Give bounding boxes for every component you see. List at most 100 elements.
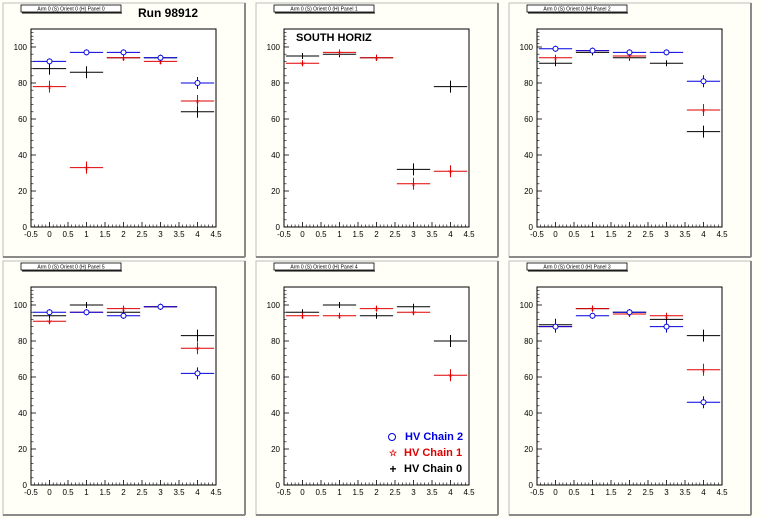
x-tick-label: 2.5 xyxy=(642,230,654,239)
y-tick-label: 60 xyxy=(18,115,27,124)
x-tick-label: 4 xyxy=(195,230,200,239)
y-tick-label: 0 xyxy=(529,481,534,490)
data-point-marker xyxy=(663,49,670,56)
chart-panel-1: Arm 0 (S) Orient 0 (H) Panel 1-0.5 0 0.5 1 1… xyxy=(255,2,499,258)
data-point-marker: ☆ xyxy=(447,372,453,380)
data-point-marker: ☆ xyxy=(83,164,89,172)
x-tick-label: 1 xyxy=(590,488,595,497)
y-tick-label: 100 xyxy=(520,43,534,52)
y-tick-label: 0 xyxy=(529,223,534,232)
open-circle-marker-icon xyxy=(388,433,396,442)
data-point-marker xyxy=(157,303,164,310)
series-hv-chain-0 xyxy=(285,302,468,347)
y-tick-label: 0 xyxy=(276,481,281,490)
x-tick-label: 4.5 xyxy=(210,488,222,497)
y-tick-label: 40 xyxy=(271,151,280,160)
plot-frame xyxy=(283,28,470,228)
y-tick-label: 100 xyxy=(14,301,28,310)
region-label: SOUTH HORIZ xyxy=(296,32,372,44)
y-tick-label: 80 xyxy=(271,337,280,346)
x-tick-label: 2.5 xyxy=(136,488,148,497)
x-tick-label: 2.5 xyxy=(389,230,401,239)
title-box xyxy=(20,4,122,13)
data-point-marker: ☆ xyxy=(663,312,669,320)
x-tick-label: 2.5 xyxy=(642,488,654,497)
x-tick-label: 0.5 xyxy=(62,488,74,497)
chart-title: Arm 0 (S) Orient 0 (H) Panel 4 xyxy=(273,262,375,272)
chart-title: Arm 0 (S) Orient 0 (H) Panel 5 xyxy=(20,262,122,272)
y-tick-label: 20 xyxy=(271,187,280,196)
data-point-marker xyxy=(120,49,127,56)
y-tick-label: 40 xyxy=(18,151,27,160)
data-point-marker xyxy=(120,312,127,319)
x-tick-label: -0.5 xyxy=(24,488,38,497)
chart-panel-4: Arm 0 (S) Orient 0 (H) Panel 4-0.5 0 0.5 1 1… xyxy=(255,260,499,516)
x-tick-label: 3.5 xyxy=(173,488,185,497)
plot-frame xyxy=(536,28,723,228)
x-tick-label: 4.5 xyxy=(463,488,475,497)
x-tick-label: 2 xyxy=(121,230,126,239)
x-tick-label: 1.5 xyxy=(352,230,364,239)
x-tick-label: 1.5 xyxy=(605,488,617,497)
y-tick-label: 20 xyxy=(524,445,533,454)
y-tick-label: 20 xyxy=(524,187,533,196)
x-tick-label: 3 xyxy=(158,488,163,497)
y-tick-label: 60 xyxy=(271,115,280,124)
y-tick-label: 80 xyxy=(271,79,280,88)
x-tick-label: -0.5 xyxy=(530,488,544,497)
data-point-marker: ☆ xyxy=(157,58,163,66)
legend-entry-hv-chain-0: + HV Chain 0 xyxy=(388,463,462,475)
chart-title-text: Arm 0 (S) Orient 0 (H) Panel 4 xyxy=(290,265,357,271)
x-tick-label: 0 xyxy=(47,230,52,239)
x-tick-label: 1 xyxy=(84,488,89,497)
x-tick-label: 4.5 xyxy=(463,230,475,239)
series-hv-chain-2 xyxy=(32,303,215,380)
x-tick-label: 0.5 xyxy=(568,488,580,497)
x-tick-label: 3.5 xyxy=(679,230,691,239)
y-tick-label: 40 xyxy=(271,409,280,418)
data-point-marker: ☆ xyxy=(120,305,126,313)
x-tick-label: 0.5 xyxy=(62,230,74,239)
data-point-marker: ☆ xyxy=(299,312,305,320)
y-tick-label: 60 xyxy=(524,115,533,124)
data-point-marker xyxy=(46,58,53,65)
x-tick-label: 3 xyxy=(411,230,416,239)
data-point-marker xyxy=(194,80,201,86)
chart-title-text: Arm 0 (S) Orient 0 (H) Panel 0 xyxy=(37,7,104,13)
y-tick-label: 0 xyxy=(23,223,28,232)
x-tick-label: 0.5 xyxy=(315,488,327,497)
run-number-label: Run 98912 xyxy=(138,6,199,20)
data-point-marker: ☆ xyxy=(46,83,52,91)
y-tick-label: 100 xyxy=(520,301,534,310)
y-tick-label: 80 xyxy=(524,79,533,88)
x-tick-label: 0 xyxy=(553,230,558,239)
open-star-marker-icon: ☆ xyxy=(388,448,398,459)
x-tick-label: 1 xyxy=(84,230,89,239)
y-tick-label: 60 xyxy=(18,373,27,382)
x-tick-label: 4.5 xyxy=(210,230,222,239)
x-tick-label: 1.5 xyxy=(605,230,617,239)
chart-panel-2: Arm 0 (S) Orient 0 (H) Panel 2-0.5 0 0.5 1 1… xyxy=(508,2,752,258)
chart-title: Arm 0 (S) Orient 0 (H) Panel 2 xyxy=(526,4,628,14)
legend-label: HV Chain 2 xyxy=(405,431,464,443)
title-box xyxy=(273,4,375,13)
x-tick-label: 3 xyxy=(411,488,416,497)
plot-frame xyxy=(283,286,470,486)
chart-panel-5: Arm 0 (S) Orient 0 (H) Panel 3-0.5 0 0.5 1 1… xyxy=(508,260,752,516)
x-tick-label: 3.5 xyxy=(426,488,438,497)
y-tick-label: 60 xyxy=(271,373,280,382)
x-tick-label: 2 xyxy=(374,488,379,497)
x-tick-label: 0 xyxy=(300,230,305,239)
x-tick-label: 4.5 xyxy=(716,488,728,497)
x-tick-label: 2 xyxy=(121,488,126,497)
data-point-marker: ☆ xyxy=(336,312,342,320)
series-hv-chain-2 xyxy=(538,45,721,88)
x-tick-label: 2.5 xyxy=(136,230,148,239)
x-tick-label: 2 xyxy=(627,230,632,239)
plot-frame xyxy=(30,28,217,228)
legend-entry-hv-chain-2: HV Chain 2 xyxy=(388,431,463,443)
x-tick-label: 3 xyxy=(158,230,163,239)
data-point-marker: ☆ xyxy=(410,180,416,188)
data-point-marker: ☆ xyxy=(46,318,52,326)
data-point-marker: ☆ xyxy=(410,309,416,317)
